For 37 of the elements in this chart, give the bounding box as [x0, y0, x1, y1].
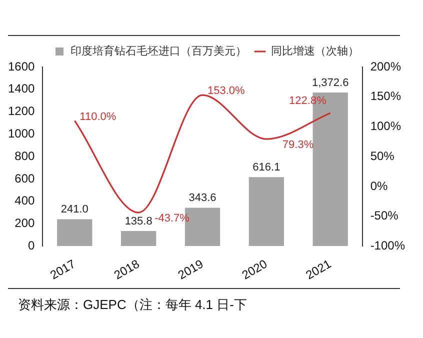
y2-tick-label: 0%	[370, 178, 388, 193]
x-tick-label: 2018	[112, 256, 142, 282]
y-tick-label: 1000	[8, 126, 36, 141]
data-label: 122.8%	[289, 95, 327, 108]
data-label: 110.0%	[80, 110, 116, 123]
y2-tick-label: 150%	[370, 89, 402, 104]
y-tick-label: 1600	[8, 59, 36, 74]
text: 资料来源：GJEPC（注：每年 4.1 日-下	[18, 296, 247, 314]
x-tick-label: 2019	[176, 256, 206, 282]
y2-tick-label: 200%	[370, 59, 402, 74]
y-tick-label: 200	[14, 216, 36, 230]
y2-tick-label: -50%	[370, 208, 399, 223]
legend-label: 同比增速（次轴）	[271, 44, 359, 58]
data-label: 241.0	[60, 204, 88, 216]
x-tick-label: 2017	[48, 256, 78, 282]
x-tick-label: 2020	[239, 256, 270, 282]
bar	[57, 219, 92, 246]
y2-tick-label: -100%	[370, 238, 406, 252]
x-tick-label: 2021	[303, 256, 334, 282]
data-label: 343.6	[188, 192, 216, 204]
y-tick-label: 0	[28, 238, 36, 252]
y2-tick-label: 50%	[370, 148, 395, 163]
data-label: 153.0%	[208, 85, 246, 98]
data-label: 1,372.6	[312, 76, 349, 89]
y-tick-label: 1400	[8, 82, 36, 96]
y-tick-label: 1200	[8, 104, 36, 118]
bar	[248, 177, 284, 246]
y2-tick-label: 100%	[370, 119, 402, 134]
data-label: 616.1	[252, 162, 280, 174]
data-label: 79.3%	[282, 139, 314, 152]
legend-label: 印度培育钻石毛坯进口（百万美元）	[70, 44, 246, 58]
data-label: -43.7%	[154, 212, 190, 225]
y-tick-label: 600	[14, 171, 36, 186]
data-label: 135.8	[124, 216, 152, 228]
y-tick-label: 800	[14, 148, 36, 163]
bar	[121, 230, 156, 246]
y-tick-label: 400	[14, 194, 36, 208]
